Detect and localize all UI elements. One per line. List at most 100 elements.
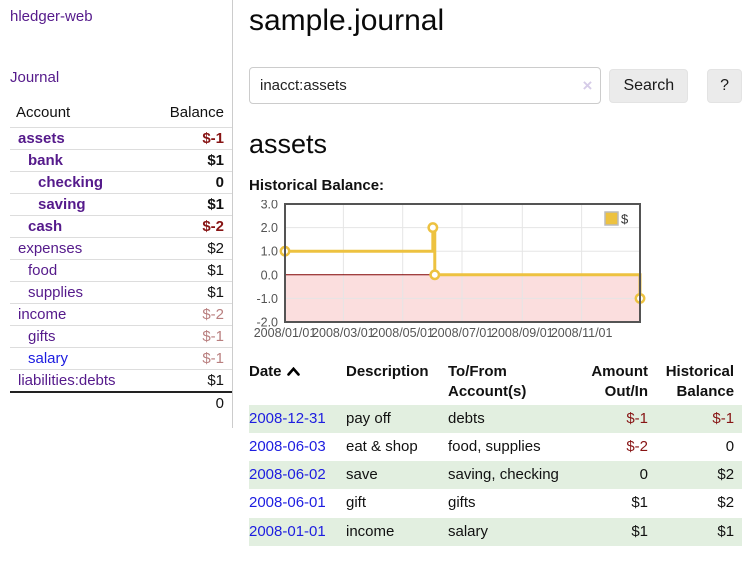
accounts-total-row: 0	[10, 391, 232, 414]
svg-text:2.0: 2.0	[261, 221, 278, 235]
transaction-amount: $-2	[626, 437, 648, 455]
sidebar-account-link[interactable]: expenses	[18, 240, 83, 257]
transaction-balance: $-1	[712, 409, 735, 427]
svg-text:1.0: 1.0	[261, 245, 278, 259]
sidebar-account-link[interactable]: checking	[38, 174, 104, 191]
transaction-accounts: food, supplies	[448, 437, 541, 455]
transaction-accounts: saving, checking	[448, 466, 559, 483]
transaction-row: 2008-06-03 eat & shop food, supplies $-2 0	[249, 433, 742, 461]
svg-text:3.0: 3.0	[261, 200, 278, 212]
clear-search-icon[interactable]: ×	[582, 75, 593, 95]
accounts-total-spacer	[10, 391, 149, 414]
account-balance: $-1	[148, 325, 232, 348]
register-col-historical-balance: Historical Balance	[665, 363, 735, 401]
sidebar-account-link[interactable]: supplies	[28, 284, 84, 301]
search-input-wrap: ×	[249, 67, 602, 104]
account-balance: $-2	[148, 303, 232, 326]
transaction-date-link[interactable]: 2008-01-01	[249, 522, 326, 540]
sidebar-account-link[interactable]: food	[28, 262, 58, 279]
transaction-row: 2008-12-31 pay off debts $-1 $-1	[249, 404, 742, 433]
transaction-row: 2008-06-01 gift gifts $1 $2	[249, 489, 742, 517]
sidebar-account-link[interactable]: cash	[28, 218, 63, 235]
help-button[interactable]: ?	[707, 68, 742, 103]
transaction-description: gift	[346, 494, 367, 512]
account-balance: $-1	[148, 347, 232, 370]
transaction-description: pay off	[346, 409, 391, 427]
account-row: assets $-1	[10, 127, 232, 150]
svg-text:2008/03/01: 2008/03/01	[312, 326, 375, 340]
search-button[interactable]: Search	[609, 68, 689, 103]
svg-text:0.0: 0.0	[261, 268, 278, 282]
transaction-date-link[interactable]: 2008-06-02	[249, 466, 326, 483]
account-balance: $1	[148, 149, 232, 172]
sidebar-account-rows: assets $-1 bank $1 checking 0 saving $1 cash $-2 e…	[10, 127, 232, 392]
account-balance: $1	[148, 281, 232, 304]
account-balance: 0	[148, 171, 232, 194]
transaction-accounts: salary	[448, 522, 489, 540]
sidebar-item-journal[interactable]: Journal	[10, 69, 60, 86]
svg-text:2008/05/01: 2008/05/01	[371, 326, 434, 340]
transaction-row: 2008-06-02 save saving, checking 0 $2	[249, 461, 742, 490]
accounts-col-balance: Balance	[169, 104, 224, 121]
transaction-date-link[interactable]: 2008-06-01	[249, 494, 326, 512]
account-balance: $2	[148, 237, 232, 260]
chart-svg: $3.0 2.0 1.0 0.0 -1.0 -2.02008/01/012008/03/0…	[254, 198, 646, 340]
transaction-balance: 0	[725, 437, 735, 455]
chart-legend-label: $	[621, 212, 629, 227]
transaction-description: eat & shop	[346, 437, 418, 455]
svg-text:2008/01/01: 2008/01/01	[254, 326, 317, 340]
app: hledger-web Journal Account Balance asse…	[0, 0, 742, 546]
svg-text:-2.0: -2.0	[256, 316, 278, 330]
transaction-accounts: gifts	[448, 494, 476, 512]
transaction-balance: $2	[717, 494, 735, 512]
sidebar-account-link[interactable]: gifts	[28, 328, 56, 345]
register-table: Date Description To/From Account(s) Amount …	[249, 360, 742, 546]
account-row: supplies $1	[10, 281, 232, 304]
transaction-row: 2008-01-01 income salary $1 $1	[249, 517, 742, 546]
page-title: sample.journal	[249, 4, 445, 37]
transaction-description: income	[346, 522, 395, 540]
svg-text:2008/07/01: 2008/07/01	[431, 326, 494, 340]
transaction-date-link[interactable]: 2008-06-03	[249, 437, 326, 455]
transaction-amount: 0	[639, 466, 648, 483]
register-header-row: Date Description To/From Account(s) Amount …	[249, 360, 742, 405]
sidebar-account-link[interactable]: income	[18, 306, 67, 323]
sidebar-account-link[interactable]: assets	[18, 130, 65, 147]
register-rows: 2008-12-31 pay off debts $-1 $-1 2008-06-03 ea…	[249, 404, 742, 546]
sidebar-account-link[interactable]: saving	[38, 196, 86, 213]
account-row: expenses $2	[10, 237, 232, 260]
sidebar: hledger-web Journal Account Balance asse…	[0, 0, 233, 428]
sidebar-account-link[interactable]: bank	[28, 152, 64, 169]
svg-text:2008/09/01: 2008/09/01	[491, 326, 554, 340]
svg-text:2008/11/01: 2008/11/01	[551, 326, 613, 340]
accounts-col-account: Account	[16, 104, 71, 121]
account-balance: $-1	[148, 127, 232, 150]
register-col-description: Description	[346, 363, 429, 380]
account-row: income $-2	[10, 303, 232, 326]
account-row: bank $1	[10, 149, 232, 172]
register-col-date[interactable]: Date	[249, 360, 346, 405]
register-col-amount-out-in: Amount Out/In	[591, 363, 648, 401]
account-balance: $1	[148, 193, 232, 216]
transaction-date-link[interactable]: 2008-12-31	[249, 409, 326, 427]
brand-link[interactable]: hledger-web	[10, 8, 93, 25]
account-balance: $-2	[148, 215, 232, 238]
sidebar-account-link[interactable]: salary	[28, 350, 69, 367]
accounts-header-row: Account Balance	[10, 101, 232, 128]
sidebar-account-link[interactable]: liabilities:debts	[18, 372, 116, 389]
main-content: sample.journal × Search ? assets Histori…	[233, 0, 742, 546]
sort-ascending-icon	[286, 367, 300, 376]
transaction-description: save	[346, 466, 378, 483]
account-heading: assets	[249, 129, 328, 159]
account-balance: $1	[148, 259, 232, 282]
transaction-amount: $1	[631, 494, 648, 512]
account-balance: $1	[148, 369, 232, 392]
account-row: liabilities:debts $1	[10, 369, 232, 392]
account-row: food $1	[10, 259, 232, 282]
transaction-balance: $2	[717, 466, 735, 483]
account-row: saving $1	[10, 193, 232, 216]
search-input[interactable]	[249, 67, 602, 104]
transaction-amount: $-1	[626, 409, 648, 427]
svg-text:-1.0: -1.0	[256, 292, 278, 306]
account-row: checking 0	[10, 171, 232, 194]
